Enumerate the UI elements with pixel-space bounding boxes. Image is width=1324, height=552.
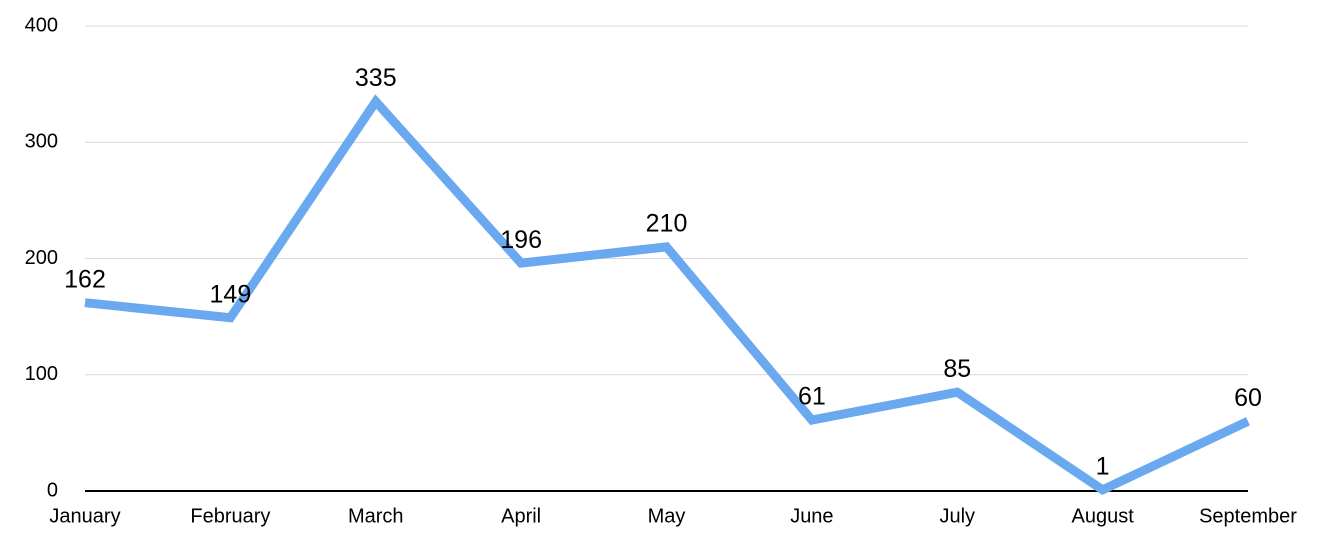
data-label: 335	[355, 64, 397, 92]
x-tick-label: April	[501, 505, 541, 527]
x-tick-label: June	[790, 505, 833, 527]
data-label: 85	[943, 355, 971, 383]
data-line	[84, 94, 1250, 495]
data-label: 162	[64, 265, 106, 293]
data-label: 61	[798, 383, 826, 411]
x-tick-label: September	[1199, 505, 1297, 527]
x-tick-label: May	[648, 505, 686, 527]
data-label: 210	[646, 209, 688, 237]
x-tick-label: August	[1071, 505, 1134, 527]
x-tick-label: February	[190, 505, 270, 527]
y-tick-label: 100	[25, 363, 58, 385]
data-label: 149	[210, 280, 252, 308]
y-tick-label: 0	[47, 479, 58, 501]
x-tick-label: July	[939, 505, 975, 527]
x-tick-label: March	[348, 505, 404, 527]
x-tick-label: January	[49, 505, 120, 527]
y-tick-label: 300	[25, 131, 58, 153]
data-label: 196	[500, 226, 542, 254]
data-label: 1	[1096, 452, 1110, 480]
y-tick-label: 200	[25, 247, 58, 269]
y-tick-label: 400	[25, 14, 58, 36]
data-label: 60	[1234, 384, 1262, 412]
